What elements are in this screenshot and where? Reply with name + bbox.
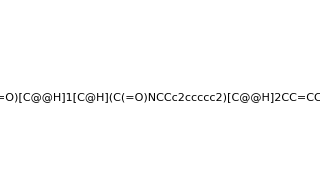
Text: OC(=O)[C@@H]1[C@H](C(=O)NCCc2ccccc2)[C@@H]2CC=CC1C2: OC(=O)[C@@H]1[C@H](C(=O)NCCc2ccccc2)[C@@… bbox=[0, 92, 320, 102]
